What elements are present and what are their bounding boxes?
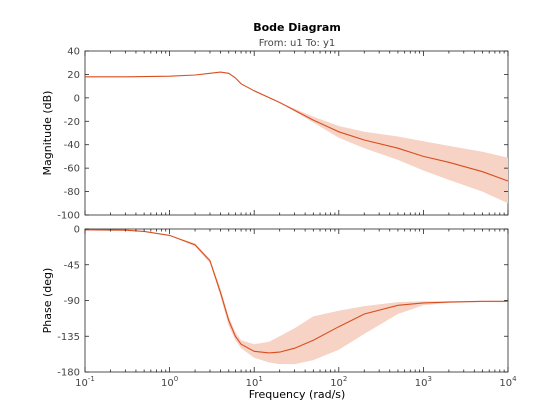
frequency-tick-label: 102	[330, 375, 347, 389]
phase-axis-label: Phase (deg)	[41, 268, 54, 334]
magnitude-y-tick-label: -100	[57, 211, 80, 222]
frequency-tick-label: 10-1	[75, 375, 95, 389]
magnitude-axis-label: Magnitude (dB)	[41, 91, 54, 176]
chart-title: Bode Diagram	[253, 21, 341, 34]
frequency-tick-label: 104	[499, 375, 517, 389]
phase-y-tick-label: -90	[64, 296, 80, 307]
magnitude-y-tick-label: -40	[64, 140, 80, 151]
magnitude-y-tick-label: 40	[67, 47, 80, 58]
phase-y-tick-label: -135	[57, 332, 80, 343]
magnitude-panel: 40 20 0 -20 -40 -60 -80 -100	[57, 47, 509, 222]
chart-subtitle: From: u1 To: y1	[259, 38, 336, 49]
frequency-tick-label: 100	[161, 375, 178, 389]
magnitude-y-tick-label: 0	[74, 93, 80, 104]
frequency-tick-label: 103	[415, 375, 432, 389]
phase-y-tick-label: -45	[64, 260, 80, 271]
phase-response-line	[84, 229, 508, 354]
magnitude-axes-frame	[84, 50, 509, 216]
phase-y-tick-label: -180	[57, 368, 80, 379]
magnitude-y-tick-label: -60	[64, 164, 80, 175]
frequency-axis-label: Frequency (rad/s)	[249, 388, 346, 401]
magnitude-response-line	[85, 71, 509, 182]
phase-y-tick-label: 0	[74, 225, 80, 236]
frequency-tick-label: 101	[246, 375, 263, 389]
phase-confidence-band	[85, 229, 508, 365]
magnitude-y-tick-label: 20	[67, 70, 80, 81]
magnitude-y-tick-label: -20	[64, 117, 80, 128]
magnitude-y-tick-label: -80	[64, 187, 80, 198]
